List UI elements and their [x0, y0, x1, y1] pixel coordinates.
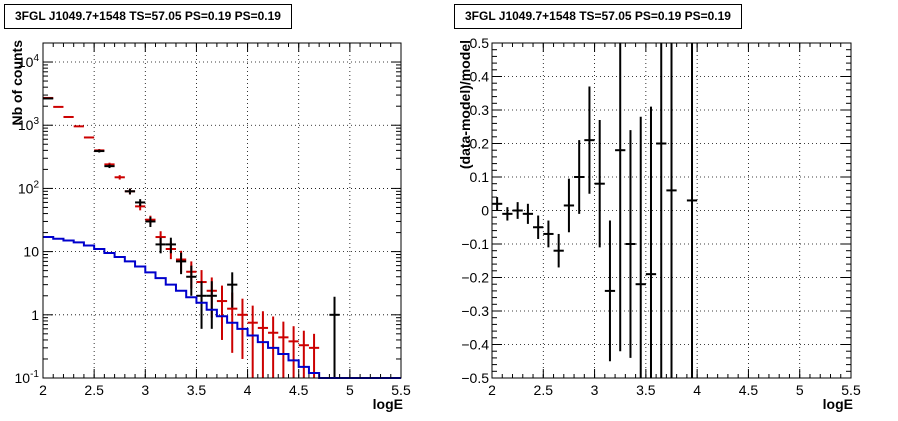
left-y-tick-label: 102 [18, 179, 40, 196]
left-axes: 2 2.5 3 3.5 4 4.5 5 5.5 10-1 1 10 102 103 104 [15, 42, 411, 398]
right-x-tick-label: 4.5 [739, 382, 759, 398]
right-y-tick-label: 0.5 [470, 35, 490, 51]
right-y-tick-label: 0 [481, 203, 489, 219]
right-x-tick-label: 3 [591, 382, 599, 398]
right-x-tick-label: 4 [693, 382, 701, 398]
left-y-axis-label: Nb of counts [9, 40, 25, 126]
left-plot-marks [43, 96, 401, 379]
right-plot-marks [492, 43, 698, 378]
left-x-tick-label: 5 [346, 382, 354, 398]
left-chart-title: 3FGL J1049.7+1548 TS=57.05 PS=0.19 PS=0.… [4, 4, 292, 29]
left-x-tick-label: 4.5 [289, 382, 309, 398]
left-y-tick-label: 10 [23, 244, 39, 260]
right-x-tick-label: 3.5 [636, 382, 656, 398]
left-x-tick-label: 5.5 [391, 382, 411, 398]
left-x-tick-label: 2 [39, 382, 47, 398]
right-x-tick-label: 2 [488, 382, 496, 398]
right-x-tick-label: 2.5 [534, 382, 554, 398]
right-y-tick-label: 0.2 [470, 136, 490, 152]
left-x-tick-label: 3.5 [187, 382, 207, 398]
right-y-tick-label: 0.4 [470, 69, 490, 85]
right-y-axis-label: (data-model)/model [457, 40, 473, 169]
left-x-axis-label: logE [373, 396, 403, 412]
left-x-tick-label: 4 [244, 382, 252, 398]
right-x-tick-label: 5 [796, 382, 804, 398]
right-y-tick-label: −0.4 [461, 337, 489, 353]
right-y-tick-label: −0.5 [461, 370, 489, 386]
left-frame [42, 42, 402, 379]
right-y-tick-label: −0.1 [461, 236, 489, 252]
right-y-tick-label: 0.1 [470, 169, 490, 185]
right-y-tick-label: −0.2 [461, 270, 489, 286]
right-y-tick-label: −0.3 [461, 303, 489, 319]
right-chart-title: 3FGL J1049.7+1548 TS=57.05 PS=0.19 PS=0.… [454, 4, 742, 29]
left-y-tick-label: 103 [18, 116, 40, 133]
left-y-tick-label: 104 [18, 53, 40, 70]
left-y-tick-label: 10-1 [15, 369, 40, 386]
right-x-axis-label: logE [823, 396, 853, 412]
right-y-tick-label: 0.3 [470, 102, 490, 118]
right-axes: 2 2.5 3 3.5 4 4.5 5 5.5 −0.5 −0.4 −0.3 −0.2 −0.1 0 0.1… [461, 35, 861, 398]
left-x-tick-label: 3 [141, 382, 149, 398]
right-x-tick-label: 5.5 [841, 382, 861, 398]
left-x-tick-label: 2.5 [84, 382, 104, 398]
left-y-tick-label: 1 [31, 307, 39, 323]
left-series-2-line [43, 236, 401, 379]
